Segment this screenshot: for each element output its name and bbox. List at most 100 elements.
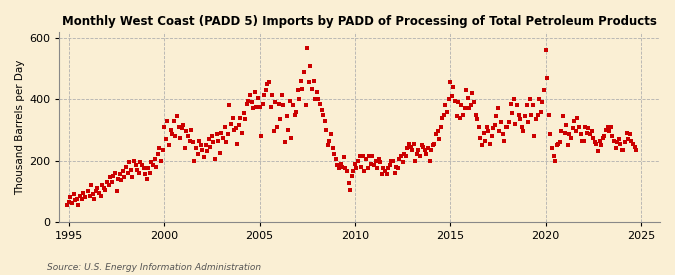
Point — [276, 92, 287, 97]
Point — [113, 177, 124, 181]
Point — [352, 158, 363, 163]
Point — [135, 160, 146, 164]
Point — [483, 129, 494, 134]
Point — [621, 131, 632, 135]
Point — [351, 166, 362, 170]
Point — [251, 105, 262, 109]
Point — [373, 157, 384, 161]
Point — [386, 158, 397, 163]
Point — [475, 135, 486, 140]
Point — [378, 166, 389, 170]
Point — [124, 160, 134, 164]
Point — [205, 145, 216, 149]
Point — [234, 123, 244, 128]
Point — [429, 141, 439, 146]
Point — [310, 97, 321, 101]
Point — [269, 129, 279, 134]
Point — [134, 170, 144, 175]
Point — [518, 129, 529, 134]
Point — [493, 106, 504, 111]
Point — [222, 132, 233, 137]
Point — [116, 178, 127, 183]
Point — [89, 197, 100, 201]
Point — [146, 160, 157, 164]
Point — [553, 141, 564, 146]
Point — [281, 114, 292, 118]
Point — [207, 134, 217, 138]
Point — [510, 122, 521, 126]
Point — [67, 201, 78, 205]
Point — [377, 172, 387, 177]
Point — [333, 166, 344, 170]
Point — [485, 141, 495, 146]
Point — [588, 135, 599, 140]
Point — [594, 138, 605, 143]
Point — [480, 138, 491, 143]
Point — [82, 189, 93, 193]
Point — [154, 146, 165, 150]
Point — [168, 119, 179, 123]
Point — [195, 143, 206, 147]
Point — [221, 140, 232, 144]
Point — [208, 140, 219, 144]
Point — [601, 128, 612, 132]
Point — [497, 132, 508, 137]
Point — [249, 89, 260, 94]
Point — [358, 154, 369, 158]
Point — [140, 172, 151, 177]
Point — [620, 140, 630, 144]
Point — [628, 141, 639, 146]
Point — [504, 120, 514, 125]
Point — [603, 129, 614, 134]
Point — [462, 95, 473, 100]
Point — [570, 129, 581, 134]
Point — [192, 152, 203, 156]
Point — [630, 148, 641, 152]
Point — [198, 155, 209, 160]
Point — [451, 114, 462, 118]
Point — [383, 166, 394, 170]
Point — [305, 64, 316, 68]
Point — [385, 163, 396, 167]
Point — [473, 125, 484, 129]
Point — [466, 103, 477, 108]
Point — [340, 166, 351, 170]
Point — [507, 111, 518, 115]
Point — [578, 138, 589, 143]
Point — [356, 164, 367, 169]
Point — [365, 161, 376, 166]
Point — [527, 103, 538, 108]
Point — [580, 125, 591, 129]
Point — [458, 112, 468, 117]
Point — [294, 97, 304, 101]
Point — [522, 120, 533, 125]
Point — [416, 143, 427, 147]
Point — [248, 106, 259, 111]
Point — [300, 103, 311, 108]
Point — [548, 154, 559, 158]
Point — [615, 141, 626, 146]
Point — [306, 86, 317, 91]
Point — [502, 125, 513, 129]
Point — [163, 143, 174, 147]
Point — [426, 148, 437, 152]
Point — [331, 157, 342, 161]
Point — [200, 143, 211, 147]
Point — [413, 148, 424, 152]
Point — [229, 128, 240, 132]
Point — [539, 88, 549, 92]
Point — [593, 149, 603, 153]
Point — [144, 170, 155, 175]
Point — [114, 172, 125, 177]
Point — [103, 183, 114, 187]
Point — [188, 140, 198, 144]
Point — [596, 143, 607, 147]
Point — [362, 166, 373, 170]
Point — [323, 143, 333, 147]
Point — [581, 131, 592, 135]
Point — [271, 125, 282, 129]
Point — [350, 161, 360, 166]
Point — [109, 170, 120, 175]
Point — [324, 138, 335, 143]
Point — [224, 103, 235, 108]
